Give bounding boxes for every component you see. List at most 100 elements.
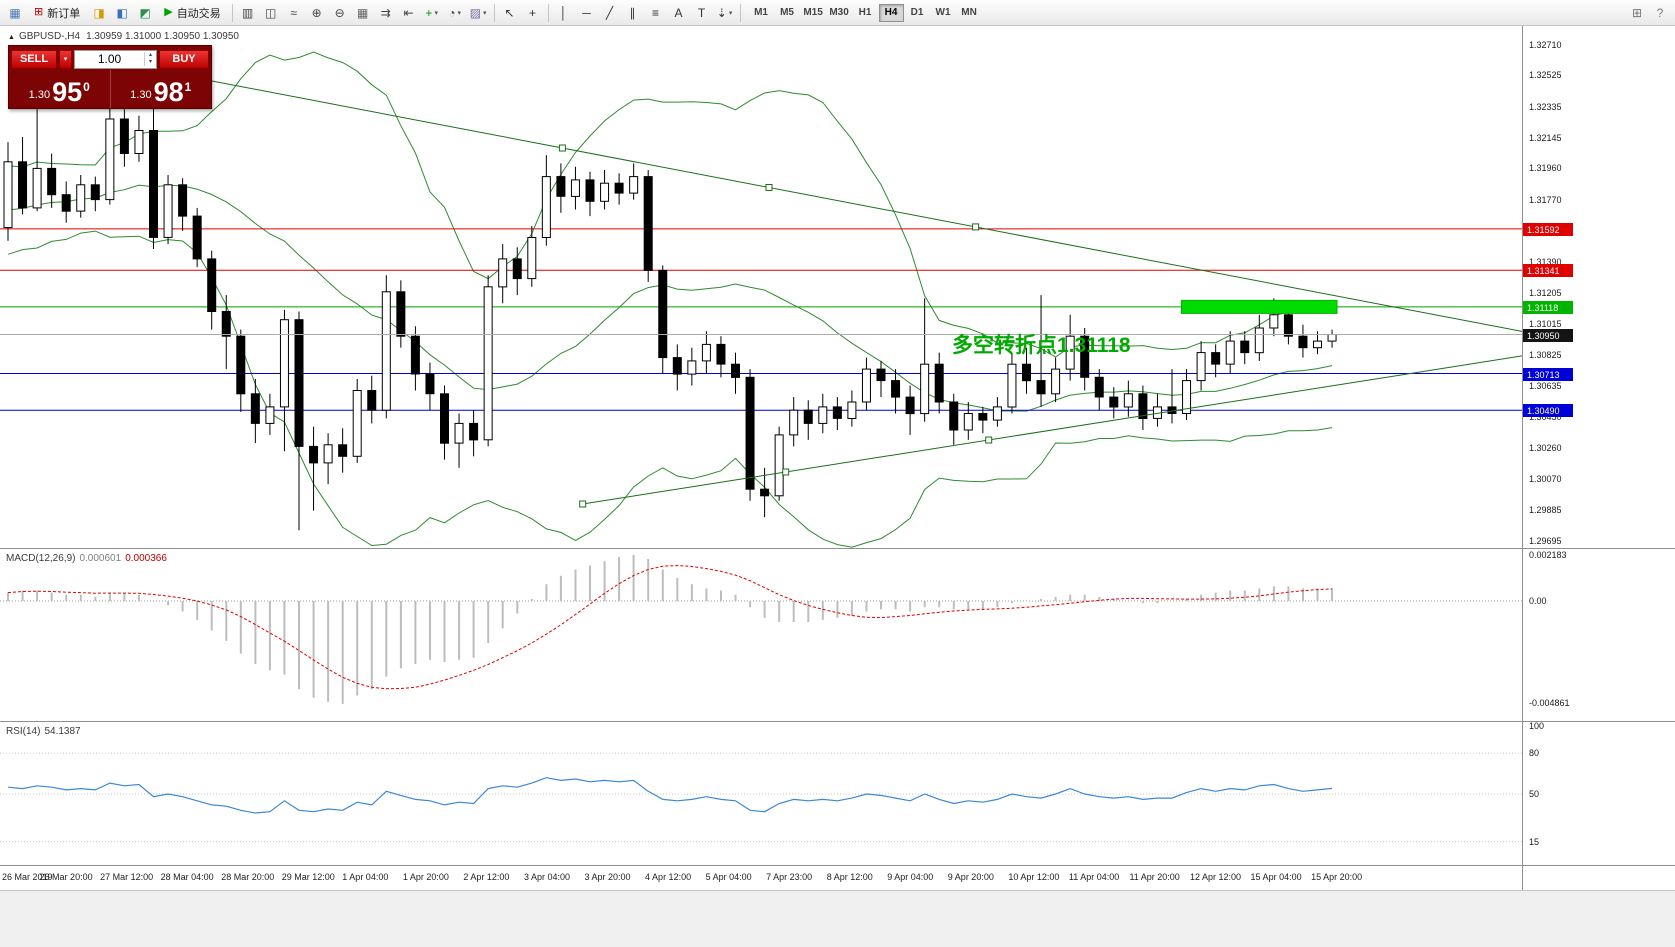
symbol-period-label: GBPUSD-,H4 [18, 31, 81, 42]
buy-price-sup: 1 [184, 80, 192, 94]
price-tick-label: 1.30825 [1529, 350, 1562, 361]
time-tick-label: 7 Apr 23:00 [766, 872, 813, 882]
timeframe-m1[interactable]: M1 [754, 7, 768, 18]
sell-options-caret-icon[interactable]: ▾ [59, 49, 72, 69]
new-window-icon[interactable]: ⊞ [1631, 5, 1643, 20]
price-badge: 1.31118 [1523, 300, 1573, 314]
new-chart-icon[interactable]: ▦ [9, 5, 21, 20]
time-tick-label: 8 Apr 12:00 [826, 872, 873, 882]
toolbar-separator [493, 3, 495, 22]
price-axis[interactable]: 1.32710 1.32525 1.32335 1.32145 1.31960 1.317… [1522, 26, 1675, 890]
panel-separator[interactable] [0, 721, 1675, 722]
price-tick-label: 1.31960 [1529, 163, 1562, 174]
buy-price[interactable]: 1.30 98 1 [111, 70, 212, 108]
rsi-value: 54.1387 [44, 726, 81, 737]
main-chart-canvas[interactable] [0, 26, 1522, 549]
time-tick-label: 11 Apr 20:00 [1129, 872, 1180, 882]
arrows-icon[interactable]: ⇣ ▾ [716, 5, 733, 20]
sell-price-prefix: 1.30 [28, 89, 51, 101]
tile-windows-icon[interactable]: ▦ [357, 5, 369, 20]
autotrading-button[interactable]: ▶ 自动交易 [164, 6, 221, 20]
timeframe-mn[interactable]: MN [961, 7, 977, 18]
panel-separator[interactable] [0, 865, 1675, 866]
timeframe-d1[interactable]: D1 [910, 7, 924, 18]
text-icon[interactable]: A [674, 5, 683, 20]
price-badge: 1.31341 [1523, 264, 1573, 278]
zoom-out-icon[interactable]: ⊖ [334, 5, 345, 20]
buy-price-prefix: 1.30 [130, 89, 152, 101]
chart-shift-icon[interactable]: ⇤ [403, 5, 414, 20]
volume-input[interactable] [75, 51, 144, 67]
toolbar-separator [231, 3, 233, 22]
timeframe-h4[interactable]: H4 [878, 3, 904, 22]
time-axis[interactable]: 26 Mar 2019 26 Mar 20:00 27 Mar 12:00 28 Ma… [0, 866, 1522, 890]
price-tick-label: 1.31205 [1529, 287, 1562, 298]
volume-decrease-icon[interactable]: ▾ [148, 59, 152, 65]
trendline-icon[interactable]: ╱ [605, 5, 614, 20]
market-watch-icon[interactable]: ◧ [116, 5, 128, 20]
toolbar: ▦ ⊞ 新订单 ◨ ◧ ◩ ▶ 自动交易 ▥ ◫ ≈ ⊕ ⊖ ▦ ⇉ ⇤ + ▾ ◔ ▾ ▨ ▾ ↖ + │ ─ ╱ ∥ ≡ A T ⇣ ▾ M1… [0, 0, 1675, 26]
zoom-in-icon[interactable]: ⊕ [311, 5, 322, 20]
profiles-icon[interactable]: ◨ [93, 5, 105, 20]
fibonacci-icon[interactable]: ≡ [652, 5, 660, 20]
panel-separator[interactable] [0, 548, 1675, 549]
time-tick-label: 28 Mar 04:00 [160, 872, 214, 882]
rsi-axis-label: 80 [1529, 748, 1540, 759]
help-icon[interactable]: ? [1656, 5, 1664, 20]
sell-price[interactable]: 1.30 95 0 [9, 70, 111, 108]
timeframe-h1[interactable]: H1 [858, 7, 872, 18]
new-order-button[interactable]: ⊞ 新订单 [34, 6, 81, 20]
rsi-axis-label: 15 [1529, 836, 1540, 847]
cursor-icon[interactable]: ↖ [504, 5, 515, 20]
price-badge: 1.30713 [1523, 367, 1573, 381]
ohlc-values-label: 1.30959 1.31000 1.30950 1.30950 [86, 31, 239, 42]
time-tick-label: 9 Apr 20:00 [947, 872, 994, 882]
candlestick-chart-icon[interactable]: ◫ [265, 5, 277, 20]
rsi-label: RSI(14) 54.1387 [6, 726, 81, 737]
horizontal-line-icon[interactable]: ─ [582, 5, 591, 20]
templates-icon[interactable]: ▨ ▾ [469, 5, 487, 20]
buy-button[interactable]: BUY [159, 49, 209, 69]
toolbar-separator [547, 3, 549, 22]
price-tick-label: 1.32335 [1529, 101, 1562, 112]
time-tick-label: 4 Apr 12:00 [645, 872, 692, 882]
price-badge: 1.30950 [1523, 328, 1573, 342]
price-badge: 1.30490 [1523, 404, 1573, 418]
time-tick-label: 1 Apr 20:00 [402, 872, 449, 882]
price-tick-label: 1.30635 [1529, 381, 1562, 392]
price-tick-label: 1.32145 [1529, 132, 1562, 143]
macd-panel-canvas[interactable] [0, 549, 1522, 722]
rsi-axis-label: 100 [1529, 721, 1545, 731]
time-tick-label: 29 Mar 12:00 [281, 872, 335, 882]
macd-axis-label: -0.004861 [1529, 698, 1570, 709]
volume-increase-icon[interactable]: ▴ [148, 52, 152, 58]
indicators-icon[interactable]: + ▾ [425, 5, 438, 20]
sell-button[interactable]: SELL [11, 49, 57, 69]
equidistant-channel-icon[interactable]: ∥ [629, 5, 636, 20]
time-tick-label: 28 Mar 20:00 [221, 872, 275, 882]
timeframe-m15[interactable]: M15 [803, 7, 823, 18]
rsi-settings-label: RSI(14) [6, 726, 41, 737]
bar-chart-icon[interactable]: ▥ [242, 5, 254, 20]
time-tick-label: 1 Apr 04:00 [342, 872, 389, 882]
annotation-text[interactable]: 多空转折点1.31118 [952, 334, 1131, 357]
buy-price-big: 98 [153, 77, 184, 107]
text-label-icon[interactable]: T [697, 5, 706, 20]
time-tick-label: 2 Apr 12:00 [463, 872, 510, 882]
vertical-line-icon[interactable]: │ [559, 5, 568, 20]
price-tick-label: 1.32710 [1529, 40, 1562, 50]
rsi-panel-canvas[interactable] [0, 722, 1522, 866]
crosshair-icon[interactable]: + [529, 5, 537, 20]
navigator-icon[interactable]: ◩ [139, 5, 151, 20]
timeframe-m5[interactable]: M5 [780, 7, 794, 18]
one-click-collapse-icon[interactable]: ▲ [8, 34, 15, 41]
periods-icon[interactable]: ◔ ▾ [448, 5, 462, 20]
line-chart-icon[interactable]: ≈ [290, 5, 297, 20]
timeframe-toolbar: M1 M5 M15 M30 H1 H4 D1 W1 MN [749, 3, 982, 22]
macd-settings-label: MACD(12,26,9) [6, 553, 76, 564]
timeframe-w1[interactable]: W1 [935, 7, 951, 18]
auto-scroll-icon[interactable]: ⇉ [380, 5, 391, 20]
timeframe-m30[interactable]: M30 [829, 7, 849, 18]
